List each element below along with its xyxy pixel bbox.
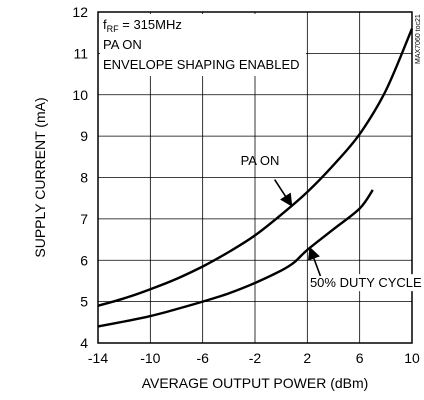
plot-frame [97,11,413,344]
series-label: 50% DUTY CYCLE [310,275,422,290]
test-conditions: fRF = 315MHz PA ON ENVELOPE SHAPING ENAB… [100,14,306,76]
annotation-arrow [307,246,322,277]
figure-code: MAX7060 toc21 [415,14,422,64]
x-tick-label: -2 [249,350,262,366]
x-tick-label: 2 [303,350,311,366]
y-tick-label: 7 [80,211,88,227]
condition-pa-on: PA ON [103,37,142,52]
freq-value: = 315MHz [119,17,182,32]
y-tick-label: 11 [73,45,88,61]
y-tick-label: 9 [80,128,88,144]
x-tick-label: 10 [404,350,420,366]
series-line-pa-on [97,28,414,307]
series-layer [97,28,414,328]
freq-subscript: RF [107,24,119,34]
y-tick-label: 8 [80,170,88,186]
x-tick-label: -6 [196,350,209,366]
y-tick-label: 12 [72,4,88,20]
condition-envelope-shaping: ENVELOPE SHAPING ENABLED [103,57,300,72]
series-line-50-duty-cycle [97,189,374,328]
y-axis-title: SUPPLY CURRENT (mA) [32,97,48,257]
x-axis-title: AVERAGE OUTPUT POWER (dBm) [142,375,369,391]
y-tick-label: 10 [72,87,88,103]
annotation-arrow [273,179,293,207]
y-tick-label: 6 [80,252,88,268]
tick-labels: -14 -10 -6 -2 2 6 10 4 5 6 7 8 9 10 11 12 [72,4,420,366]
x-tick-label: -10 [140,350,160,366]
x-tick-label: -14 [88,350,108,366]
y-tick-label: 4 [80,335,88,351]
x-tick-label: 6 [356,350,364,366]
y-tick-label: 5 [80,294,88,310]
series-label: PA ON [241,153,280,168]
condition-frequency: fRF = 315MHz [103,17,182,34]
freq-symbol: f [103,17,107,32]
label-background [307,274,424,292]
series-annotations: PA ON 50% DUTY CYCLE [241,153,424,292]
